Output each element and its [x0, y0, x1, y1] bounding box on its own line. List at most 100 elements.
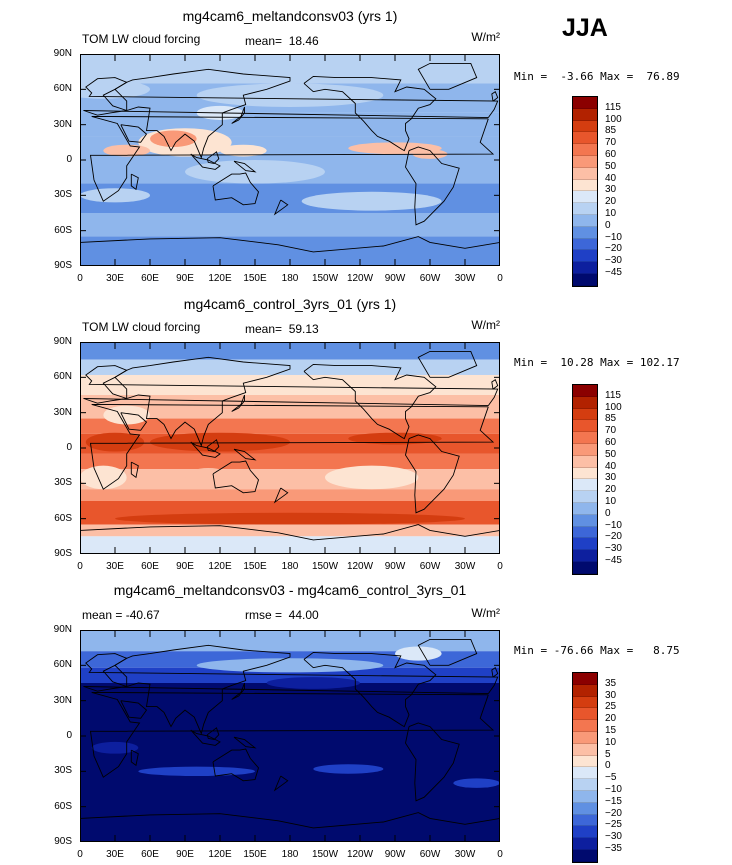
y-tick-label: 60N	[53, 659, 72, 671]
y-tick-label: 0	[66, 730, 72, 741]
x-tick-label: 150E	[243, 849, 267, 860]
colorbar-level-label: 50	[605, 160, 617, 172]
colorbar-swatch	[573, 479, 597, 492]
colorbar-level-label: 20	[605, 484, 617, 496]
colorbar-swatch	[573, 673, 597, 685]
colorbar-swatch	[573, 826, 597, 839]
colorbar-swatch	[573, 526, 597, 539]
colorbar-swatch	[573, 561, 597, 574]
colorbar-swatch	[573, 779, 597, 791]
colorbar-swatch	[573, 502, 597, 515]
x-tick-label: 180	[281, 273, 299, 284]
field-blob	[313, 764, 384, 774]
coastline	[120, 700, 148, 719]
x-tick-label: 30E	[106, 561, 124, 572]
coastline	[303, 651, 437, 728]
x-tick-label: 120E	[208, 273, 232, 284]
x-tick-label: 60E	[141, 273, 159, 284]
field-blob	[150, 130, 197, 148]
field-blob	[85, 432, 145, 452]
x-tick-label: 90E	[176, 273, 194, 284]
colorbar-swatch	[573, 708, 597, 721]
x-tick-label: 180	[281, 849, 299, 860]
coastline	[417, 350, 478, 378]
field-blob	[80, 465, 127, 490]
panel-2-title: mg4cam6_control_3yrs_01 (yrs 1)	[183, 296, 397, 312]
colorbar-level-label: 115	[605, 101, 621, 113]
field-band	[80, 213, 500, 237]
colorbar-swatch	[573, 814, 597, 827]
field-blob	[138, 766, 255, 777]
coastline	[491, 91, 499, 102]
x-tick-label: 0	[497, 849, 503, 860]
colorbar-level-label: 35	[605, 677, 617, 689]
colorbar-level-label: 10	[605, 736, 617, 748]
colorbar-swatch	[573, 514, 597, 527]
coastline	[114, 644, 291, 735]
colorbar-swatch	[573, 155, 597, 168]
colorbar-level-label: 50	[605, 448, 617, 460]
colorbar-level-label: 20	[605, 196, 617, 208]
panel-3-colorbar	[572, 672, 598, 863]
colorbar-swatch	[573, 767, 597, 780]
field-band	[80, 524, 500, 537]
x-tick-label: 0	[77, 273, 83, 284]
coastline	[206, 151, 220, 164]
colorbar-swatch	[573, 550, 597, 562]
x-tick-label: 30W	[454, 561, 476, 572]
colorbar-level-label: −25	[605, 819, 622, 831]
y-tick-label: 90N	[53, 624, 72, 635]
coastline	[212, 460, 260, 494]
field-blob	[115, 512, 465, 525]
colorbar-swatch	[573, 238, 597, 251]
colorbar-swatch	[573, 144, 597, 156]
x-tick-label: 60E	[141, 849, 159, 860]
colorbar-swatch	[573, 396, 597, 409]
panel-3-title: mg4cam6_meltandconsv03 - mg4cam6_control…	[113, 582, 467, 598]
colorbar-level-label: −30	[605, 255, 622, 267]
y-tick-label: 90N	[53, 48, 72, 59]
panel-3-mean: mean = -40.67	[82, 608, 160, 622]
colorbar-swatch	[573, 408, 597, 421]
field-band	[80, 683, 500, 842]
x-tick-label: 90E	[176, 849, 194, 860]
field-blob	[150, 432, 290, 452]
colorbar-swatch	[573, 790, 597, 803]
colorbar-level-label: 85	[605, 413, 617, 425]
field-band	[80, 395, 500, 419]
x-tick-label: 30W	[454, 273, 476, 284]
y-tick-label: 30N	[53, 118, 72, 130]
colorbar-level-label: 30	[605, 472, 617, 484]
coastline	[405, 434, 460, 514]
colorbar-level-label: 5	[605, 748, 611, 760]
y-tick-label: 60N	[53, 83, 72, 95]
coastline	[120, 124, 148, 143]
y-tick-label: 30N	[53, 694, 72, 706]
field-band	[80, 453, 500, 470]
x-tick-label: 30E	[106, 849, 124, 860]
colorbar-swatch	[573, 420, 597, 433]
coastline	[89, 691, 495, 778]
colorbar-swatch	[573, 167, 597, 180]
colorbar-swatch	[573, 262, 597, 274]
colorbar-level-label: 60	[605, 437, 617, 448]
coastline	[233, 448, 257, 461]
panel-1-field-label: TOM LW cloud forcing	[82, 32, 201, 46]
colorbar-swatch	[573, 273, 597, 286]
x-tick-label: 60W	[419, 849, 441, 860]
coastline	[190, 729, 221, 746]
colorbar-swatch	[573, 132, 597, 145]
colorbar-swatch	[573, 179, 597, 192]
x-tick-label: 120W	[346, 561, 374, 572]
y-tick-label: 90S	[54, 836, 72, 847]
y-tick-label: 60N	[53, 371, 72, 383]
x-tick-label: 60W	[419, 561, 441, 572]
colorbar-level-label: 40	[605, 460, 617, 472]
coastline	[80, 812, 500, 842]
coastline	[130, 173, 139, 191]
y-tick-label: 90S	[54, 260, 72, 271]
coastline	[303, 363, 437, 440]
coastline	[190, 153, 221, 170]
colorbar-swatch	[573, 849, 597, 862]
coastline	[114, 68, 291, 159]
